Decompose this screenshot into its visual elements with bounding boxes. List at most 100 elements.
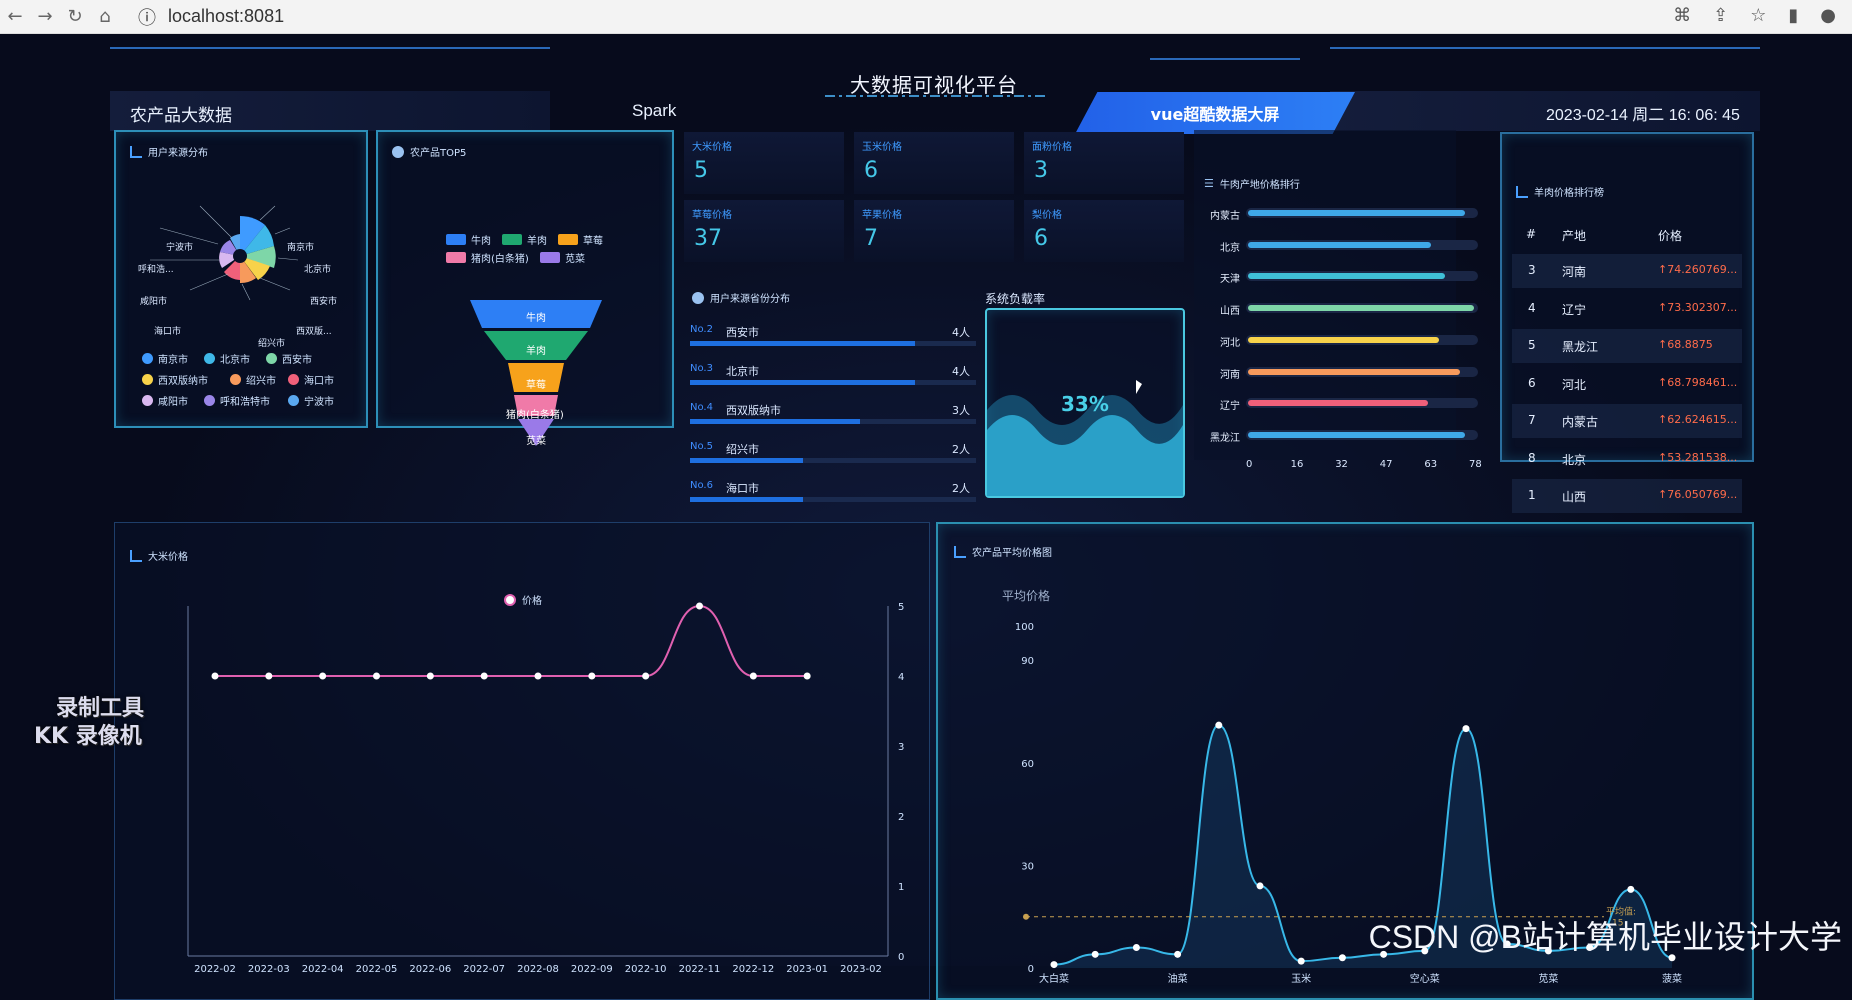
rice-data-point[interactable] (534, 672, 542, 680)
avg-data-point[interactable] (1462, 725, 1470, 733)
legend-item[interactable]: 北京市 (204, 351, 250, 366)
legend-item[interactable]: 绍兴市 (230, 372, 276, 387)
beef-rank-bar[interactable] (1248, 400, 1428, 407)
avg-data-point[interactable] (1256, 882, 1264, 890)
rose-slice-xishuangbanna[interactable] (240, 256, 270, 280)
avg-data-point[interactable] (1668, 954, 1676, 962)
rice-data-point[interactable] (426, 672, 434, 680)
beef-rank-label: 河南 (1220, 369, 1240, 381)
rice-data-point[interactable] (480, 672, 488, 680)
beef-rank-bar[interactable] (1248, 368, 1460, 375)
sidepanel-icon[interactable]: ▮ (1788, 5, 1799, 26)
avg-data-point[interactable] (1503, 940, 1511, 948)
reload-icon[interactable]: ↻ (67, 6, 83, 27)
bookmark-star-icon[interactable]: ☆ (1750, 5, 1767, 26)
funnel-layer-strawberry[interactable] (508, 363, 564, 392)
avg-data-point[interactable] (1421, 947, 1429, 955)
beef-rank-label: 天津 (1220, 274, 1240, 286)
funnel-legend-item[interactable]: 草莓 (558, 232, 603, 247)
forward-icon[interactable]: → (37, 6, 53, 27)
legend-item[interactable]: 南京市 (142, 351, 188, 366)
beef-rank-bar[interactable] (1248, 273, 1445, 280)
legend-item[interactable]: 西安市 (266, 351, 312, 366)
funnel-legend-item[interactable]: 苋菜 (540, 250, 585, 265)
rice-legend-label: 价格 (522, 594, 542, 607)
legend-item[interactable]: 咸阳市 (142, 393, 188, 408)
rice-legend-marker (504, 594, 516, 606)
table-row[interactable]: 7 内蒙古 ↑62.624615... (1512, 404, 1742, 438)
avg-data-point[interactable] (1050, 961, 1058, 969)
row-rank: 4 (1528, 300, 1536, 315)
legend-item[interactable]: 宁波市 (288, 393, 334, 408)
translate-icon[interactable]: ⌘ (1673, 5, 1692, 26)
rice-data-point[interactable] (265, 672, 273, 680)
table-row[interactable]: 1 山西 ↑76.050769... (1512, 479, 1742, 513)
beef-rank-bar[interactable] (1248, 431, 1465, 438)
funnel-layer-amaranth[interactable] (518, 419, 554, 446)
funnel-layer-mutton[interactable] (484, 331, 588, 360)
profile-avatar[interactable]: ● (1820, 5, 1836, 26)
home-icon[interactable]: ⌂ (99, 6, 111, 27)
avg-data-point[interactable] (1297, 957, 1305, 965)
province-name: 海口市 (726, 482, 759, 495)
rice-data-point[interactable] (319, 672, 327, 680)
beef-rank-bar[interactable] (1248, 241, 1431, 248)
avg-data-point[interactable] (1215, 721, 1223, 729)
chart-icon (130, 145, 142, 158)
top5-title: 农产品TOP5 (392, 144, 466, 159)
legend-item[interactable]: 西双版纳市 (142, 372, 208, 387)
funnel-legend-item[interactable]: 猪肉(白条猪) (446, 250, 529, 265)
back-icon[interactable]: ← (7, 6, 23, 27)
funnel-label-strawberry: 草莓 (526, 380, 546, 391)
avg-data-point[interactable] (1338, 954, 1346, 962)
avg-data-point[interactable] (1380, 950, 1388, 958)
province-name: 西双版纳市 (726, 404, 781, 417)
rose-slice-beijing[interactable] (240, 225, 274, 256)
rice-data-point[interactable] (642, 672, 650, 680)
funnel-legend-item[interactable]: 牛肉 (446, 232, 491, 247)
rice-data-point[interactable] (749, 672, 757, 680)
avg-data-point[interactable] (1174, 950, 1182, 958)
rice-data-point[interactable] (588, 672, 596, 680)
beef-rank-label: 河北 (1220, 337, 1240, 349)
avg-data-point[interactable] (1586, 943, 1594, 951)
table-row[interactable]: 6 河北 ↑68.798461... (1512, 367, 1742, 401)
beef-rank-label: 内蒙古 (1210, 211, 1240, 222)
rice-data-point[interactable] (803, 672, 811, 680)
avg-data-point[interactable] (1544, 947, 1552, 955)
top5-funnel-chart[interactable] (468, 298, 608, 448)
beef-rank-bar[interactable] (1248, 210, 1465, 216)
legend-item[interactable]: 海口市 (288, 372, 334, 387)
share-icon[interactable]: ⇪ (1713, 5, 1729, 26)
beef-rank-bar[interactable] (1248, 336, 1439, 343)
funnel-layer-beef[interactable] (470, 300, 602, 328)
rose-slice-shaoxing[interactable] (240, 256, 256, 284)
table-row[interactable]: 3 河南 ↑74.260769... (1512, 254, 1742, 288)
funnel-layer-pork[interactable] (514, 395, 558, 416)
rice-line-chart[interactable]: 2022-02 2022-03 2022-04 2022-05 2022-06 2022-… (120, 554, 920, 974)
rose-slice-xian[interactable] (240, 246, 276, 268)
beef-rank-bar[interactable] (1248, 305, 1474, 312)
rice-data-point[interactable] (373, 672, 380, 680)
province-bar-track (690, 458, 976, 463)
header-band-right (1330, 91, 1760, 131)
funnel-legend-item[interactable]: 羊肉 (502, 232, 547, 247)
area-chart-icon (954, 545, 966, 558)
avg-data-point[interactable] (1627, 885, 1635, 893)
rice-data-point[interactable] (696, 602, 703, 610)
table-row[interactable]: 5 黑龙江 ↑68.8875 (1512, 329, 1742, 363)
rose-slice-nanjing[interactable] (240, 216, 265, 256)
legend-item[interactable]: 呼和浩特市 (204, 393, 270, 408)
vue-tab[interactable]: vue超酷数据大屏 (1075, 92, 1355, 134)
rice-data-point[interactable] (211, 672, 219, 680)
url-text[interactable]: localhost:8081 (168, 6, 285, 26)
address-bar[interactable]: ⓘ localhost:8081 (138, 4, 284, 30)
avg-data-point[interactable] (1091, 950, 1099, 958)
table-row[interactable]: 8 北京 ↑53.281538... (1512, 442, 1742, 476)
table-row[interactable]: 4 辽宁 ↑73.302307... (1512, 292, 1742, 326)
avg-data-point[interactable] (1132, 943, 1140, 951)
avg-y-tick: 30 (1021, 861, 1034, 872)
price-card-apple: 苹果价格 7 (854, 200, 1014, 262)
user-source-rose-chart[interactable] (120, 194, 360, 324)
